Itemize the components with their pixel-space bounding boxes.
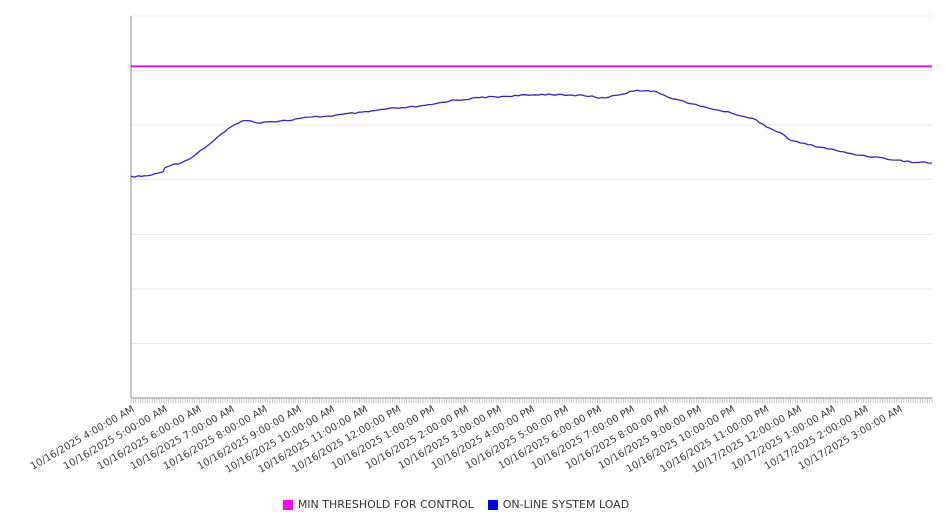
legend-item-online-system-load: ON-LINE SYSTEM LOAD <box>487 498 630 511</box>
load-legend-label: ON-LINE SYSTEM LOAD <box>502 498 630 511</box>
threshold-legend-swatch <box>282 499 293 510</box>
chart-legend: MIN THRESHOLD FOR CONTROL ON-LINE SYSTEM… <box>0 498 929 511</box>
legend-item-min-threshold: MIN THRESHOLD FOR CONTROL <box>282 498 474 511</box>
load-legend-swatch <box>487 499 498 510</box>
threshold-legend-label: MIN THRESHOLD FOR CONTROL <box>297 498 474 511</box>
load-chart-plot-area <box>130 15 933 403</box>
